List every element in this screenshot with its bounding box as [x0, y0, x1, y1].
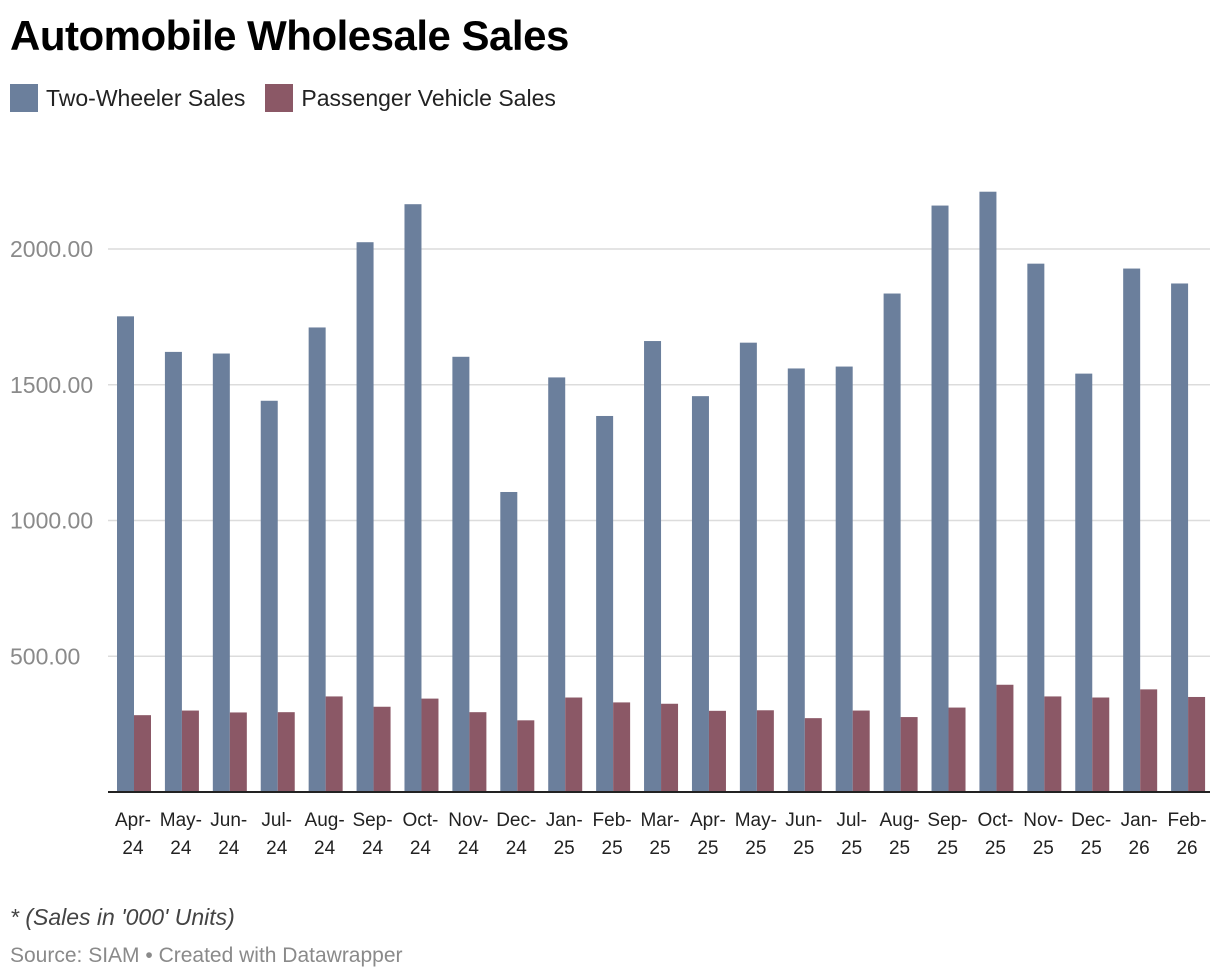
x-tick-label-oct-25: Oct-25 [977, 810, 1013, 859]
x-tick-label-jun-25: Jun-25 [785, 810, 822, 859]
x-tick-label-feb-25: Feb-25 [593, 810, 632, 859]
bar-two-wheeler-jan-26 [1123, 268, 1141, 793]
bar-two-wheeler-apr-25 [691, 396, 709, 792]
x-tick-label-may-25: May-25 [735, 810, 777, 859]
bar-passenger-vehicle-nov-25 [1044, 696, 1062, 792]
bar-passenger-vehicle-jan-26 [1140, 689, 1158, 792]
x-tick-label-mar-25: Mar-25 [640, 810, 679, 859]
bar-passenger-vehicle-nov-24 [469, 712, 487, 792]
bar-passenger-vehicle-dec-24 [517, 720, 535, 792]
legend-item-two-wheeler: Two-Wheeler Sales [10, 84, 245, 112]
x-tick-label-jan-25: Jan-25 [546, 810, 583, 859]
bar-passenger-vehicle-apr-25 [708, 710, 726, 792]
bar-passenger-vehicle-feb-26 [1188, 696, 1206, 792]
bar-two-wheeler-jan-25 [548, 377, 566, 792]
bar-two-wheeler-jul-25 [835, 366, 853, 792]
bar-two-wheeler-aug-25 [883, 293, 901, 792]
x-tick-label-sep-25: Sep-25 [927, 810, 967, 859]
x-tick-label-may-24: May-24 [160, 810, 202, 859]
bar-passenger-vehicle-mar-25 [661, 703, 679, 792]
x-tick-label-oct-24: Oct-24 [402, 810, 438, 859]
bar-passenger-vehicle-aug-25 [900, 717, 918, 792]
x-tick-label-feb-26: Feb-26 [1168, 810, 1207, 859]
y-tick-label-500: 500.00 [10, 643, 80, 669]
bar-passenger-vehicle-feb-25 [613, 702, 631, 792]
x-tick-label-sep-24: Sep-24 [352, 810, 392, 859]
units-note: * (Sales in '000' Units) [10, 904, 235, 930]
bar-passenger-vehicle-jan-25 [565, 697, 583, 792]
y-tick-label-1500: 1500.00 [10, 372, 93, 398]
bar-two-wheeler-feb-25 [596, 415, 614, 792]
bars [117, 191, 1206, 793]
bar-passenger-vehicle-jun-25 [804, 718, 822, 792]
bar-two-wheeler-may-25 [739, 342, 757, 792]
bar-two-wheeler-feb-26 [1171, 283, 1189, 792]
bar-passenger-vehicle-jul-25 [852, 710, 870, 792]
bar-two-wheeler-jul-24 [260, 400, 278, 792]
bar-two-wheeler-nov-24 [452, 356, 470, 792]
bar-two-wheeler-sep-24 [356, 242, 374, 792]
y-tick-label-2000: 2000.00 [10, 236, 93, 262]
legend-swatch-passenger-vehicle [265, 84, 294, 112]
y-axis-ticks: 500.00 1000.00 1500.00 2000.00 [10, 236, 93, 669]
x-tick-label-apr-25: Apr-25 [690, 810, 726, 859]
bar-passenger-vehicle-may-25 [756, 710, 774, 792]
source-credit: Source: SIAM • Created with Datawrapper [10, 944, 403, 967]
bar-two-wheeler-dec-25 [1075, 373, 1093, 792]
bar-passenger-vehicle-sep-25 [948, 707, 966, 792]
bar-chart: 500.00 1000.00 1500.00 2000.00 Apr-24May-24… [10, 191, 1210, 859]
bar-passenger-vehicle-sep-24 [373, 706, 391, 792]
bar-two-wheeler-may-24 [164, 351, 182, 792]
x-tick-label-apr-24: Apr-24 [115, 810, 151, 859]
x-tick-label-dec-24: Dec-24 [496, 810, 536, 859]
bar-two-wheeler-nov-25 [1027, 263, 1045, 792]
legend-label-passenger-vehicle: Passenger Vehicle Sales [301, 84, 556, 111]
bar-passenger-vehicle-may-24 [181, 710, 199, 792]
legend-label-two-wheeler: Two-Wheeler Sales [46, 84, 246, 111]
x-tick-label-nov-24: Nov-24 [448, 810, 488, 859]
x-tick-label-aug-24: Aug-24 [305, 810, 345, 859]
legend-swatch-two-wheeler [10, 84, 38, 112]
x-tick-label-jun-24: Jun-24 [210, 810, 247, 859]
bar-passenger-vehicle-apr-24 [134, 715, 151, 792]
x-tick-label-jul-25: Jul-25 [836, 810, 867, 859]
legend-item-passenger-vehicle: Passenger Vehicle Sales [265, 84, 556, 112]
bar-passenger-vehicle-oct-24 [421, 698, 439, 792]
x-tick-label-nov-25: Nov-25 [1023, 810, 1063, 859]
bar-passenger-vehicle-jul-24 [277, 712, 295, 792]
bar-two-wheeler-apr-24 [117, 316, 134, 792]
bar-two-wheeler-jun-25 [787, 368, 805, 792]
bar-two-wheeler-aug-24 [308, 327, 326, 792]
bar-passenger-vehicle-dec-25 [1092, 697, 1110, 792]
bar-passenger-vehicle-jun-24 [229, 712, 247, 792]
bar-passenger-vehicle-aug-24 [325, 696, 343, 792]
x-tick-label-jul-24: Jul-24 [261, 810, 292, 859]
bar-two-wheeler-jun-24 [212, 353, 230, 792]
bar-two-wheeler-sep-25 [931, 205, 949, 792]
bar-passenger-vehicle-oct-25 [996, 684, 1014, 792]
legend: Two-Wheeler Sales Passenger Vehicle Sale… [10, 84, 556, 112]
chart-title: Automobile Wholesale Sales [10, 12, 569, 59]
bar-two-wheeler-dec-24 [500, 491, 518, 792]
y-tick-label-1000: 1000.00 [10, 508, 93, 534]
x-tick-label-dec-25: Dec-25 [1071, 810, 1111, 859]
x-tick-label-jan-26: Jan-26 [1121, 810, 1158, 859]
x-tick-label-aug-25: Aug-25 [879, 810, 919, 859]
bar-two-wheeler-oct-24 [404, 204, 422, 792]
bar-two-wheeler-mar-25 [644, 341, 662, 792]
bar-two-wheeler-oct-25 [979, 191, 997, 792]
